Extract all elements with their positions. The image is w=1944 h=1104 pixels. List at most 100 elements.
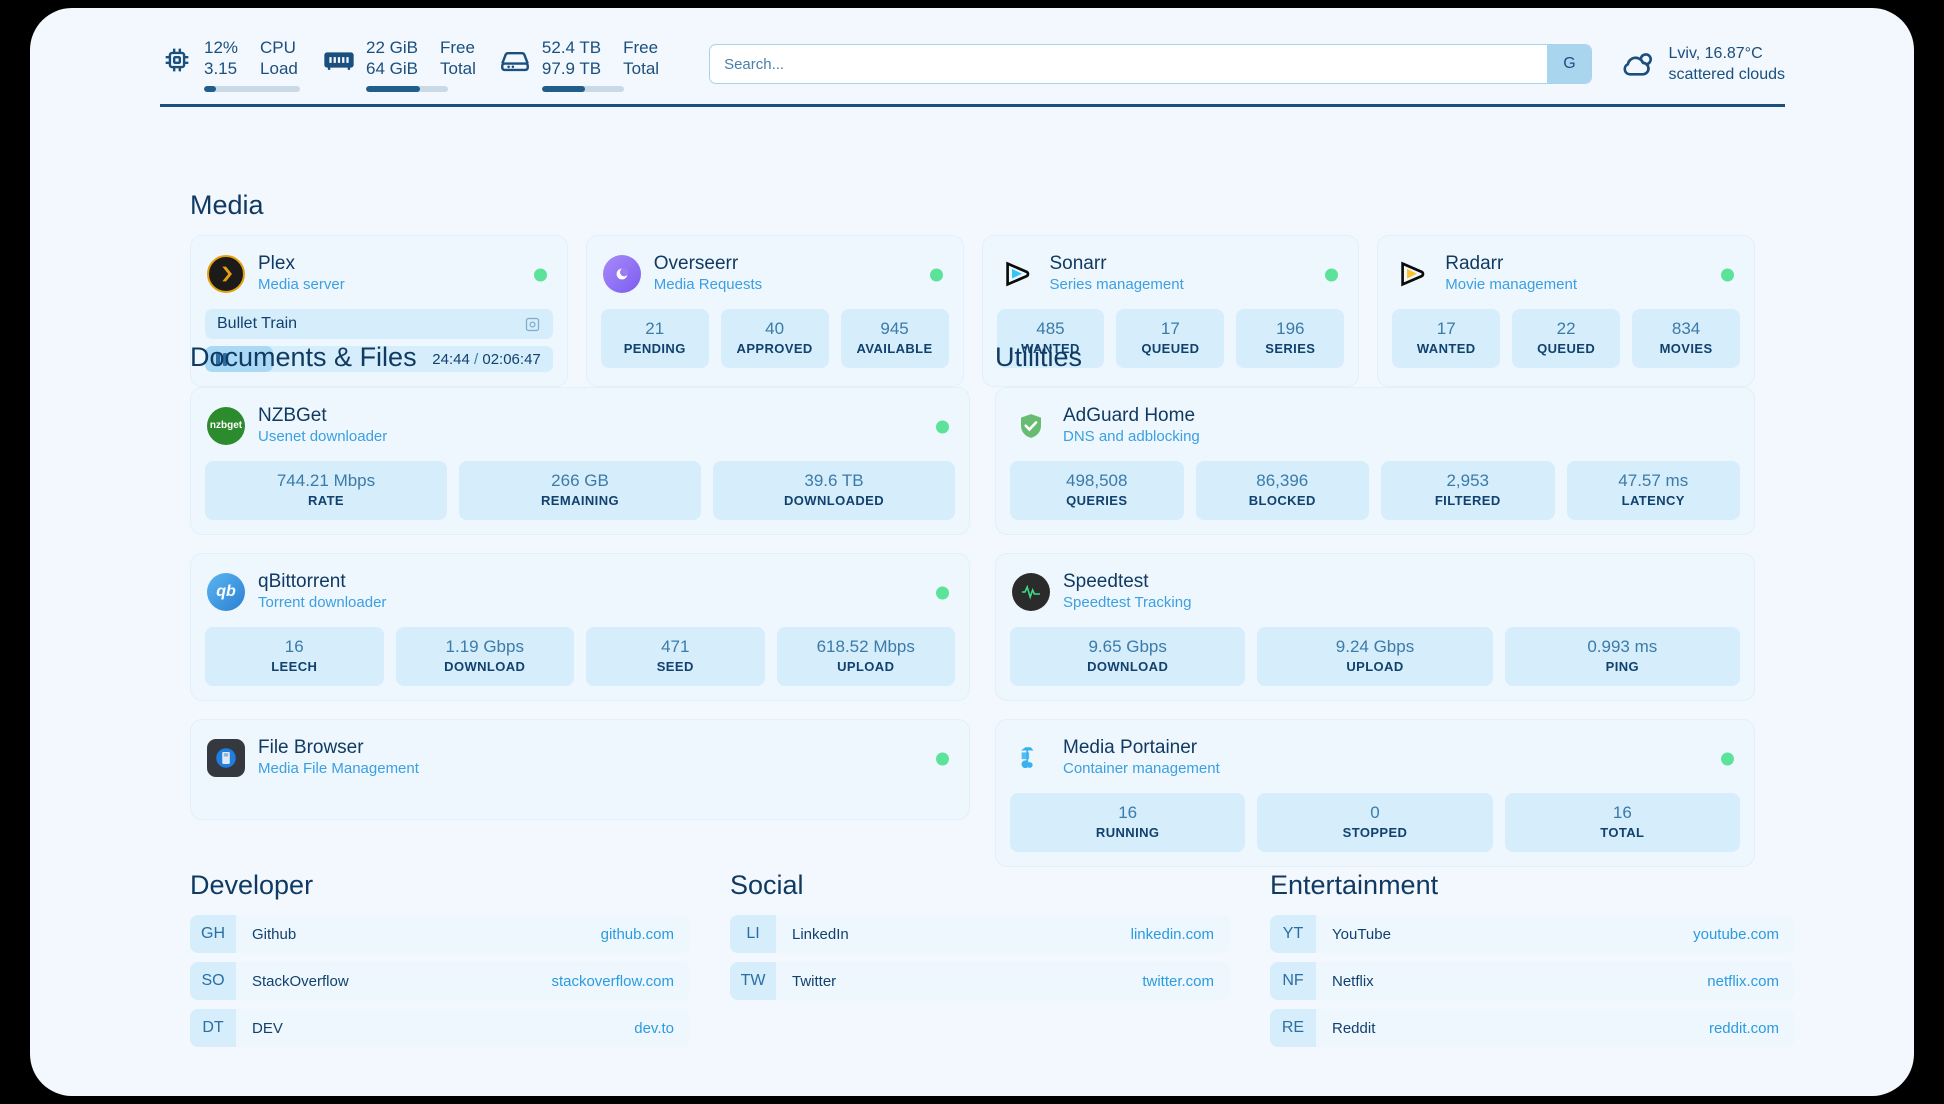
service-card-speedtest[interactable]: Speedtest Speedtest Tracking 9.65 Gbps D… <box>995 553 1755 701</box>
bookmark-item[interactable]: GH Github github.com <box>190 915 690 953</box>
disk-icon <box>498 43 532 77</box>
adguard-icon <box>1012 407 1050 445</box>
stat-value: 744.21 Mbps <box>276 471 376 490</box>
system-stat-disk[interactable]: 52.4 TB 97.9 TB Free Total <box>498 37 659 92</box>
service-card-sonarr[interactable]: Sonarr Series management 485 WANTED 17 Q… <box>981 235 1360 387</box>
stat-label: PENDING <box>623 341 686 356</box>
bookmark-badge: TW <box>730 962 776 1000</box>
system-stat-cpu[interactable]: 12% 3.15 CPU Load <box>160 37 300 92</box>
service-card-adguard-home[interactable]: AdGuard Home DNS and adblocking 498,508 … <box>995 387 1755 535</box>
disk-value2: 97.9 TB <box>541 58 602 78</box>
service-name: AdGuard Home <box>1063 405 1196 426</box>
stat-value: 40 <box>765 319 785 338</box>
status-badge <box>936 420 949 433</box>
stat-label: DOWNLOADED <box>783 493 885 508</box>
bookmark-item[interactable]: TW Twitter twitter.com <box>730 962 1230 1000</box>
status-badge <box>1325 268 1339 281</box>
stat-tile: 471 SEED <box>586 627 765 686</box>
service-card-radarr[interactable]: Radarr Movie management 17 WANTED 22 QUE… <box>1377 235 1755 387</box>
stat-label: RATE <box>307 493 345 508</box>
stat-value: 2,953 <box>1446 471 1490 490</box>
ram-usage-bar <box>366 85 448 92</box>
stat-tile: 485 WANTED <box>996 309 1105 368</box>
status-badge <box>1721 268 1734 281</box>
plex-icon <box>207 254 245 293</box>
service-name: Overseerr <box>653 253 739 274</box>
ram-label1: Free <box>439 37 475 57</box>
stat-tile: 744.21 Mbps RATE <box>205 461 447 520</box>
stat-value: 0 <box>1370 803 1380 822</box>
stat-label: BLOCKED <box>1248 493 1316 508</box>
bookmark-group-developer: Developer GH Github github.com SO StackO… <box>190 870 690 1047</box>
stat-label: DOWNLOAD <box>444 659 526 674</box>
bookmark-item[interactable]: RE Reddit reddit.com <box>1270 1009 1795 1047</box>
stat-tile: 945 AVAILABLE <box>840 309 949 368</box>
service-card-plex[interactable]: Plex Media server Bullet Train <box>190 235 568 387</box>
documents-section-title: Documents & Files <box>190 342 417 372</box>
stat-tile: 40 APPROVED <box>720 309 829 368</box>
service-card-media-portainer[interactable]: Media Portainer Container management 16 … <box>995 719 1755 867</box>
service-card-file-browser[interactable]: File Browser Media File Management <box>190 719 970 820</box>
stat-value: 498,508 <box>1066 471 1128 490</box>
weather-widget[interactable]: Lviv, 16.87°C scattered clouds <box>1618 43 1785 85</box>
bookmark-badge: YT <box>1270 915 1316 953</box>
bookmark-group-title: Social <box>730 870 804 900</box>
stat-label: APPROVED <box>736 341 813 356</box>
utilities-section-title: Utilities <box>995 342 1083 372</box>
bookmark-badge: DT <box>190 1009 236 1047</box>
cast-icon[interactable] <box>524 316 541 333</box>
bookmark-group-social: Social LI LinkedIn linkedin.com TW Twitt… <box>730 870 1230 1047</box>
stat-tile: 498,508 QUERIES <box>1010 461 1184 520</box>
service-name: Speedtest <box>1063 571 1149 592</box>
stat-value: 0.993 ms <box>1587 637 1658 656</box>
bookmark-url: github.com <box>600 925 674 943</box>
media-section-title: Media <box>190 190 264 220</box>
stat-value: 16 <box>1612 803 1632 822</box>
stat-label: QUERIES <box>1066 493 1128 508</box>
search-engine-button[interactable]: G <box>1547 45 1592 83</box>
disk-label2: Total <box>623 58 660 78</box>
bookmark-item[interactable]: SO StackOverflow stackoverflow.com <box>190 962 690 1000</box>
plex-timecode: 24:44 / 02:06:47 <box>432 350 541 368</box>
stat-tile: 266 GB REMAINING <box>459 461 701 520</box>
bookmark-badge: SO <box>190 962 236 1000</box>
status-badge <box>1721 752 1734 765</box>
bookmark-badge: LI <box>730 915 776 953</box>
system-stat-ram[interactable]: 22 GiB 64 GiB Free Total <box>322 37 476 92</box>
stat-value: 618.52 Mbps <box>816 637 915 656</box>
service-card-nzbget[interactable]: nzbget NZBGet Usenet downloader 744.21 M… <box>190 387 970 535</box>
header-divider <box>160 104 1785 107</box>
stat-value: 9.24 Gbps <box>1335 637 1415 656</box>
stat-label: WANTED <box>1021 341 1080 356</box>
stat-tile: 0 STOPPED <box>1257 793 1493 852</box>
bookmark-name: Netflix <box>1332 972 1374 990</box>
overseerr-icon <box>602 254 641 293</box>
stat-value: 485 <box>1036 319 1065 338</box>
service-name: qBittorrent <box>258 571 346 592</box>
cpu-label2: Load <box>260 58 298 78</box>
stat-label: SEED <box>656 659 694 674</box>
status-badge <box>929 268 943 281</box>
plex-progress-bar[interactable]: 24:44 / 02:06:47 <box>205 346 553 372</box>
service-name: NZBGet <box>258 405 327 426</box>
service-card-qbittorrent[interactable]: qb qBittorrent Torrent downloader 16 LEE… <box>190 553 970 701</box>
pause-icon[interactable] <box>216 352 227 366</box>
stat-value: 86,396 <box>1256 471 1309 490</box>
sonarr-icon <box>999 255 1037 293</box>
search-input[interactable] <box>710 45 1548 83</box>
bookmark-item[interactable]: NF Netflix netflix.com <box>1270 962 1795 1000</box>
bookmark-item[interactable]: LI LinkedIn linkedin.com <box>730 915 1230 953</box>
service-name: Radarr <box>1445 253 1504 274</box>
bookmark-item[interactable]: YT YouTube youtube.com <box>1270 915 1795 953</box>
service-card-overseerr[interactable]: Overseerr Media Requests 21 PENDING 40 A… <box>585 235 964 387</box>
plex-now-playing[interactable]: Bullet Train <box>205 309 553 339</box>
bookmark-item[interactable]: DT DEV dev.to <box>190 1009 690 1047</box>
stat-value: 39.6 TB <box>804 471 864 490</box>
disk-value: 52.4 TB <box>541 37 602 57</box>
search-box[interactable]: G <box>709 44 1593 84</box>
header-bar: 12% 3.15 CPU Load <box>160 26 1785 102</box>
stat-label: UPLOAD <box>1346 659 1404 674</box>
stat-tile: 39.6 TB DOWNLOADED <box>713 461 955 520</box>
stat-tile: 16 TOTAL <box>1504 793 1740 852</box>
weather-condition: scattered clouds <box>1668 66 1785 83</box>
